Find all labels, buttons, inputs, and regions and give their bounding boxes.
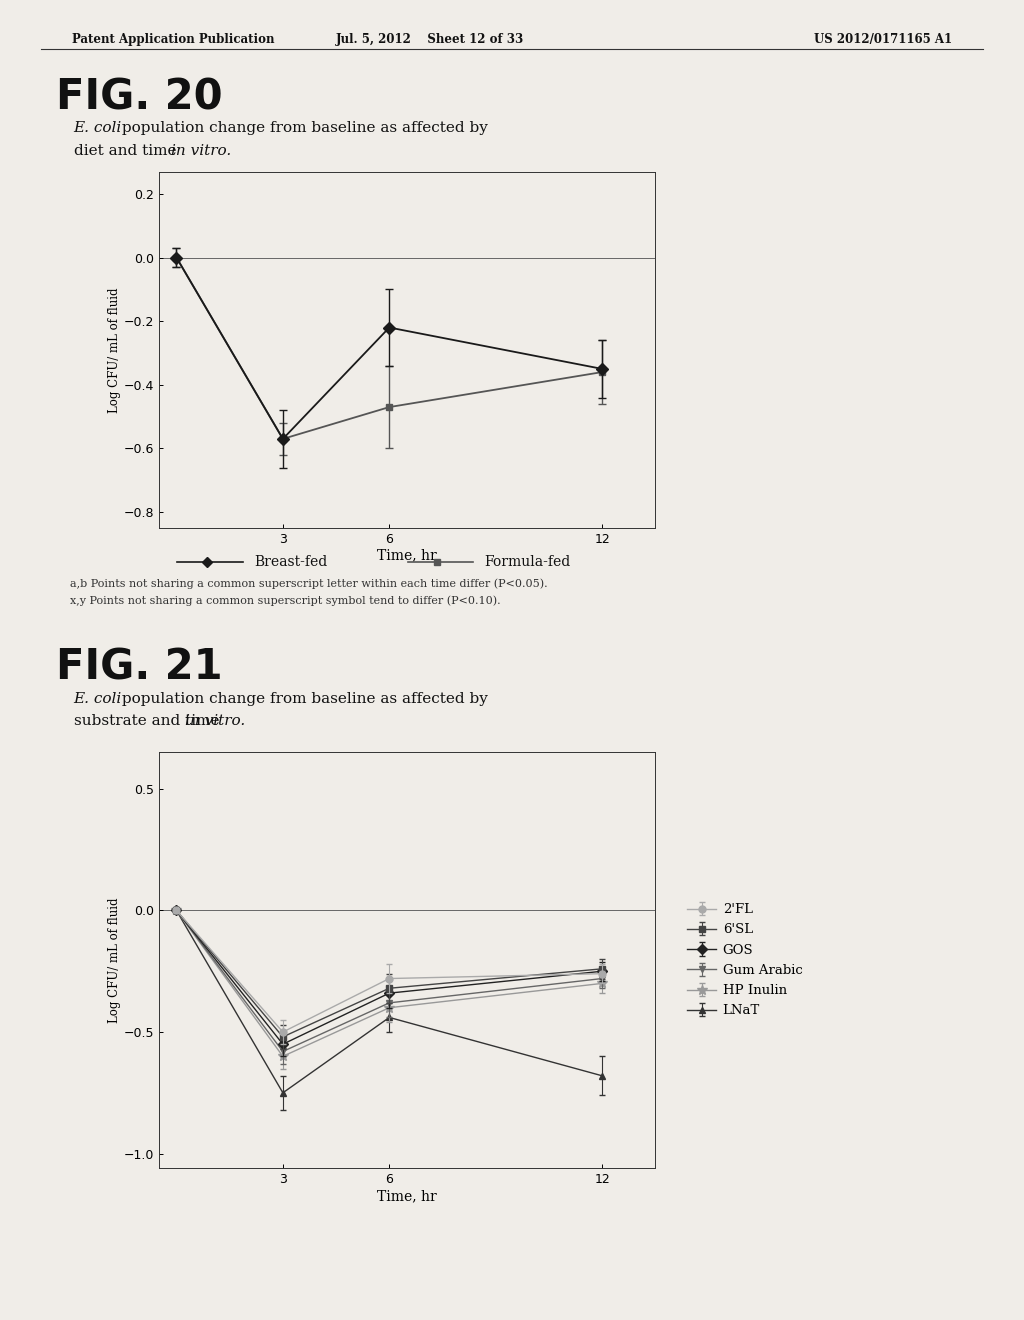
Text: Formula-fed: Formula-fed [484, 556, 570, 569]
Text: E. coli: E. coli [74, 692, 122, 706]
Text: E. coli: E. coli [74, 121, 122, 136]
Text: Patent Application Publication: Patent Application Publication [72, 33, 274, 46]
Text: population change from baseline as affected by: population change from baseline as affec… [117, 121, 487, 136]
Text: in vitro.: in vitro. [171, 144, 231, 158]
Legend: 2'FL, 6'SL, GOS, Gum Arabic, HP Inulin, LNaT: 2'FL, 6'SL, GOS, Gum Arabic, HP Inulin, … [682, 898, 808, 1023]
Text: diet and time: diet and time [74, 144, 181, 158]
X-axis label: Time, hr: Time, hr [377, 549, 437, 562]
Text: Jul. 5, 2012    Sheet 12 of 33: Jul. 5, 2012 Sheet 12 of 33 [336, 33, 524, 46]
Text: substrate and time: substrate and time [74, 714, 224, 729]
Text: Breast-fed: Breast-fed [254, 556, 328, 569]
Text: in vitro.: in vitro. [185, 714, 246, 729]
X-axis label: Time, hr: Time, hr [377, 1189, 437, 1203]
Y-axis label: Log CFU/ mL of fluid: Log CFU/ mL of fluid [108, 286, 121, 413]
Text: a,b Points not sharing a common superscript letter within each time differ (P<0.: a,b Points not sharing a common superscr… [70, 578, 547, 589]
Text: US 2012/0171165 A1: US 2012/0171165 A1 [814, 33, 952, 46]
Text: x,y Points not sharing a common superscript symbol tend to differ (P<0.10).: x,y Points not sharing a common superscr… [70, 595, 501, 606]
Text: FIG. 20: FIG. 20 [56, 77, 223, 119]
Text: FIG. 21: FIG. 21 [56, 647, 223, 689]
Y-axis label: Log CFU/ mL of fluid: Log CFU/ mL of fluid [108, 898, 121, 1023]
Text: population change from baseline as affected by: population change from baseline as affec… [117, 692, 487, 706]
